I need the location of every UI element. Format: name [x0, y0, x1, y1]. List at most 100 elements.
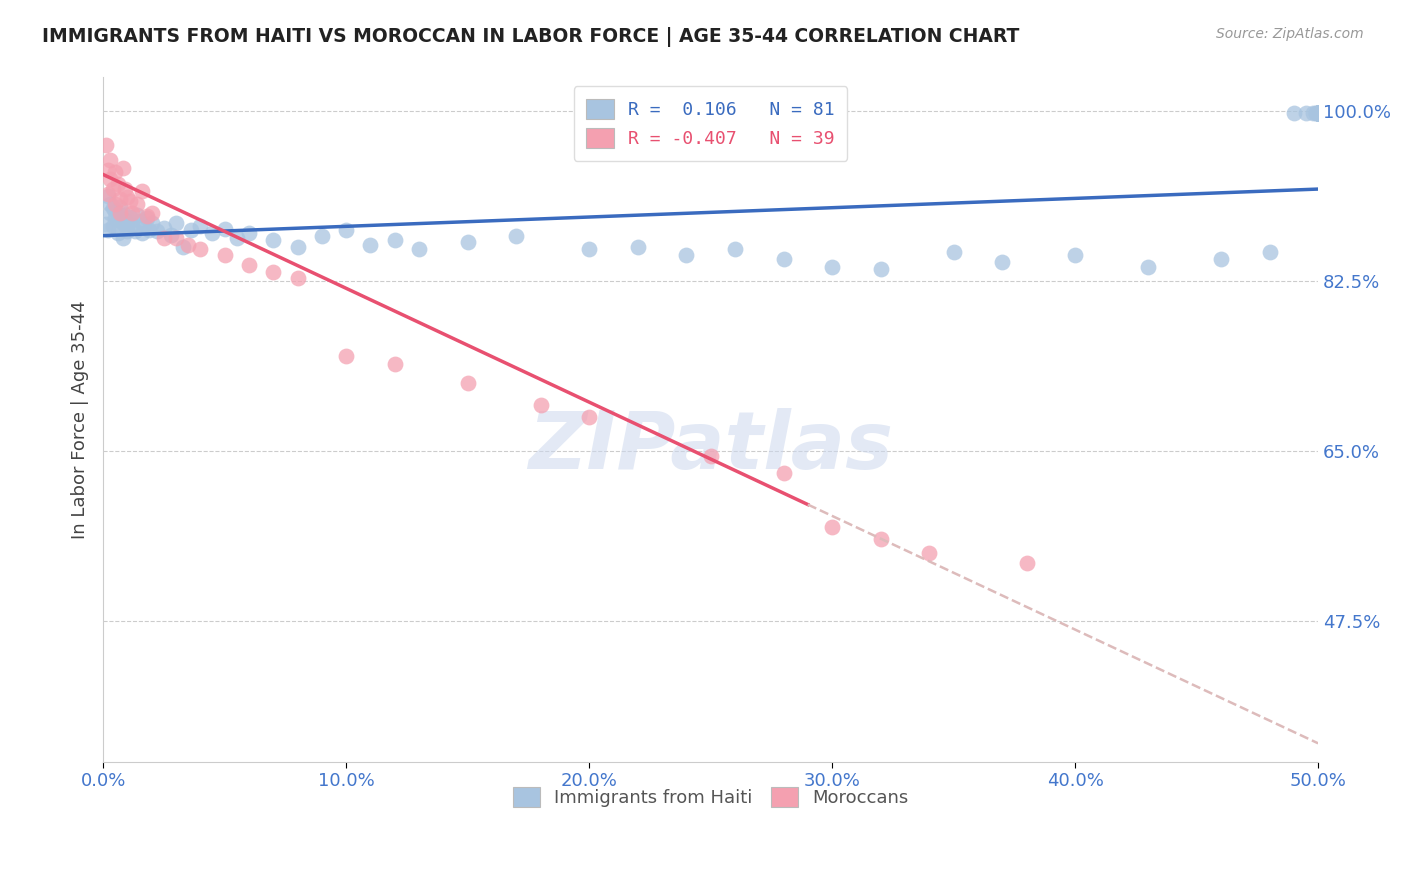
Point	[1308, 106, 1330, 120]
Point	[117, 224, 139, 238]
Point	[124, 224, 146, 238]
Point	[1308, 106, 1330, 120]
Point	[1302, 106, 1324, 120]
Point	[225, 230, 247, 244]
Point	[153, 220, 176, 235]
Point	[1308, 106, 1330, 120]
Point	[117, 190, 139, 204]
Point	[1258, 245, 1281, 260]
Point	[457, 376, 479, 391]
Point	[457, 235, 479, 250]
Text: Source: ZipAtlas.com: Source: ZipAtlas.com	[1216, 27, 1364, 41]
Point	[724, 242, 747, 256]
Point	[214, 222, 236, 236]
Y-axis label: In Labor Force | Age 35-44: In Labor Force | Age 35-44	[72, 301, 89, 539]
Point	[131, 184, 153, 198]
Point	[165, 230, 187, 244]
Point	[108, 206, 131, 220]
Point	[335, 223, 357, 237]
Point	[918, 546, 941, 560]
Point	[869, 532, 891, 546]
Point	[287, 271, 309, 285]
Point	[188, 242, 211, 256]
Point	[101, 201, 124, 215]
Point	[1015, 556, 1038, 570]
Point	[180, 223, 202, 237]
Point	[121, 206, 143, 220]
Point	[141, 206, 163, 220]
Point	[201, 226, 224, 240]
Point	[97, 189, 120, 203]
Point	[1209, 252, 1232, 266]
Point	[311, 228, 333, 243]
Point	[135, 211, 157, 226]
Point	[287, 240, 309, 254]
Point	[97, 186, 120, 201]
Point	[145, 224, 167, 238]
Point	[104, 211, 127, 226]
Point	[128, 214, 150, 228]
Point	[1308, 106, 1330, 120]
Point	[1308, 106, 1330, 120]
Point	[108, 200, 131, 214]
Point	[1137, 260, 1160, 274]
Point	[214, 248, 236, 262]
Point	[127, 196, 149, 211]
Point	[114, 208, 136, 222]
Point	[104, 196, 127, 211]
Point	[108, 192, 131, 206]
Point	[177, 238, 200, 252]
Point	[1282, 106, 1305, 120]
Point	[127, 208, 149, 222]
Point	[1308, 106, 1330, 120]
Point	[141, 216, 163, 230]
Point	[384, 233, 406, 247]
Point	[1308, 106, 1330, 120]
Point	[1308, 106, 1330, 120]
Point	[238, 258, 260, 272]
Point	[188, 219, 211, 233]
Point	[107, 213, 129, 227]
Point	[408, 242, 430, 256]
Point	[118, 211, 141, 225]
Point	[101, 182, 124, 196]
Point	[1295, 106, 1317, 120]
Point	[100, 153, 122, 167]
Point	[1305, 106, 1327, 120]
Point	[991, 255, 1014, 269]
Point	[117, 219, 139, 233]
Point	[101, 219, 124, 233]
Point	[821, 520, 844, 534]
Point	[578, 242, 600, 256]
Point	[1308, 106, 1330, 120]
Point	[97, 162, 120, 177]
Point	[114, 213, 136, 227]
Point	[138, 223, 160, 237]
Point	[505, 228, 527, 243]
Point	[172, 240, 194, 254]
Point	[135, 209, 157, 223]
Point	[772, 252, 794, 266]
Point	[111, 216, 134, 230]
Point	[772, 466, 794, 480]
Text: ZIPatlas: ZIPatlas	[529, 408, 893, 486]
Point	[100, 196, 122, 211]
Point	[529, 398, 551, 412]
Point	[821, 260, 844, 274]
Point	[100, 172, 122, 186]
Point	[97, 223, 120, 237]
Point	[107, 178, 129, 192]
Point	[160, 227, 183, 242]
Point	[699, 449, 721, 463]
Text: IMMIGRANTS FROM HAITI VS MOROCCAN IN LABOR FORCE | AGE 35-44 CORRELATION CHART: IMMIGRANTS FROM HAITI VS MOROCCAN IN LAB…	[42, 27, 1019, 46]
Point	[111, 230, 134, 244]
Point	[107, 226, 129, 240]
Point	[94, 138, 117, 153]
Point	[121, 218, 143, 232]
Point	[942, 245, 965, 260]
Point	[108, 208, 131, 222]
Point	[165, 216, 187, 230]
Point	[578, 410, 600, 425]
Point	[627, 240, 650, 254]
Point	[131, 226, 153, 240]
